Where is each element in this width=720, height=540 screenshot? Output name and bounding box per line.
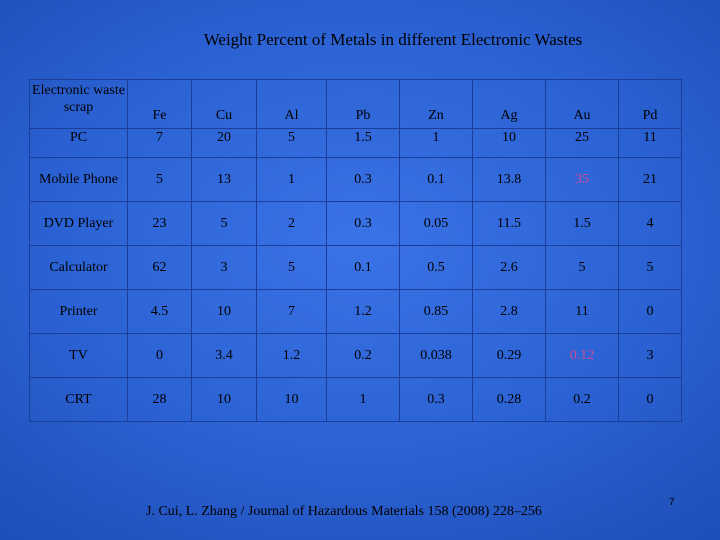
table-cell: 10 xyxy=(472,128,546,158)
table-cell: 1 xyxy=(399,128,473,158)
table-cell: 1.2 xyxy=(256,333,327,378)
table-cell: 2.6 xyxy=(472,245,546,290)
table-cell: 0.5 xyxy=(399,245,473,290)
table-cell: 7 xyxy=(256,289,327,334)
table-cell: 11.5 xyxy=(472,201,546,246)
table-cell: 28 xyxy=(127,377,192,422)
header-cu: Cu xyxy=(191,79,257,129)
table-row: CRT 28 10 10 1 0.3 0.28 0.2 0 xyxy=(29,377,682,422)
table-cell: 0.3 xyxy=(326,157,400,202)
table-cell: 10 xyxy=(191,377,257,422)
table-cell: 13 xyxy=(191,157,257,202)
table-cell: 4.5 xyxy=(127,289,192,334)
citation: J. Cui, L. Zhang / Journal of Hazardous … xyxy=(146,504,542,519)
row-label: Calculator xyxy=(29,245,128,290)
header-au: Au xyxy=(545,79,619,129)
table-cell: 1.5 xyxy=(545,201,619,246)
table-cell: 0.3 xyxy=(399,377,473,422)
table-cell: 3 xyxy=(618,333,682,378)
table-cell: 20 xyxy=(191,128,257,158)
header-pd: Pd xyxy=(618,79,682,129)
table-cell: 0.038 xyxy=(399,333,473,378)
table-cell: 4 xyxy=(618,201,682,246)
table-cell: 5 xyxy=(545,245,619,290)
row-label: DVD Player xyxy=(29,201,128,246)
table-cell: 10 xyxy=(191,289,257,334)
table-row: Calculator 62 3 5 0.1 0.5 2.6 5 5 xyxy=(29,245,682,290)
table-cell: 11 xyxy=(545,289,619,334)
page-number: 7 xyxy=(669,497,675,508)
table-cell: 7 xyxy=(127,128,192,158)
header-fe: Fe xyxy=(127,79,192,129)
table-cell-highlighted: 0.12 xyxy=(545,333,619,378)
table-cell-highlighted: 35 xyxy=(545,157,619,202)
row-label: CRT xyxy=(29,377,128,422)
table-cell: 25 xyxy=(545,128,619,158)
table-cell: 0.85 xyxy=(399,289,473,334)
header-pb: Pb xyxy=(326,79,400,129)
table-cell: 1.5 xyxy=(326,128,400,158)
table-cell: 13.8 xyxy=(472,157,546,202)
table-cell: 2 xyxy=(256,201,327,246)
table-cell: 3 xyxy=(191,245,257,290)
table-row: DVD Player 23 5 2 0.3 0.05 11.5 1.5 4 xyxy=(29,201,682,246)
header-al: Al xyxy=(256,79,327,129)
table-cell: 23 xyxy=(127,201,192,246)
table-cell: 0 xyxy=(618,289,682,334)
table-cell: 5 xyxy=(191,201,257,246)
table-cell: 0 xyxy=(618,377,682,422)
metals-table: Electronic waste scrap Fe Cu Al Pb Zn Ag… xyxy=(29,79,682,422)
table-cell: 5 xyxy=(618,245,682,290)
table-cell: 5 xyxy=(256,245,327,290)
table-cell: 5 xyxy=(256,128,327,158)
table-cell: 0.2 xyxy=(326,333,400,378)
header-ag: Ag xyxy=(472,79,546,129)
table-cell: 3.4 xyxy=(191,333,257,378)
table-cell: 1 xyxy=(326,377,400,422)
row-label: Printer xyxy=(29,289,128,334)
table-header-row: Electronic waste scrap Fe Cu Al Pb Zn Ag… xyxy=(29,79,682,129)
table-row: PC 7 20 5 1.5 1 10 25 11 xyxy=(29,128,682,158)
table-cell: 0.29 xyxy=(472,333,546,378)
slide-title: Weight Percent of Metals in different El… xyxy=(203,30,583,49)
table-cell: 1 xyxy=(256,157,327,202)
table-cell: 11 xyxy=(618,128,682,158)
table-cell: 5 xyxy=(127,157,192,202)
table-row: Mobile Phone 5 13 1 0.3 0.1 13.8 35 21 xyxy=(29,157,682,202)
table-cell: 1.2 xyxy=(326,289,400,334)
table-cell: 0.2 xyxy=(545,377,619,422)
table-cell: 21 xyxy=(618,157,682,202)
row-label: TV xyxy=(29,333,128,378)
row-label: Mobile Phone xyxy=(29,157,128,202)
table-cell: 10 xyxy=(256,377,327,422)
corner-header: Electronic waste scrap xyxy=(29,79,128,129)
table-cell: 0.3 xyxy=(326,201,400,246)
table-row: TV 0 3.4 1.2 0.2 0.038 0.29 0.12 3 xyxy=(29,333,682,378)
table-cell: 2.8 xyxy=(472,289,546,334)
table-cell: 0 xyxy=(127,333,192,378)
table-cell: 0.05 xyxy=(399,201,473,246)
table-cell: 62 xyxy=(127,245,192,290)
header-zn: Zn xyxy=(399,79,473,129)
table-cell: 0.28 xyxy=(472,377,546,422)
table-cell: 0.1 xyxy=(399,157,473,202)
table-cell: 0.1 xyxy=(326,245,400,290)
table-row: Printer 4.5 10 7 1.2 0.85 2.8 11 0 xyxy=(29,289,682,334)
row-label: PC xyxy=(29,128,128,158)
